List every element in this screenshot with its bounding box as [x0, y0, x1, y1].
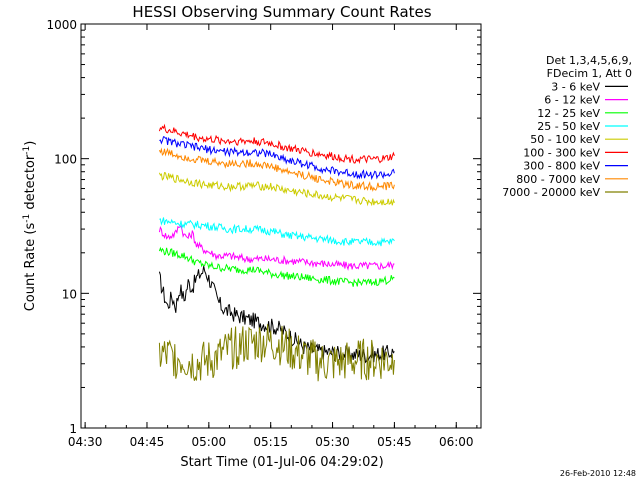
legend-entry-label: 3 - 6 keV: [551, 80, 600, 93]
legend-header: Det 1,3,4,5,6,9,: [546, 54, 632, 67]
y-axis-label: Count Rate (s-1 detector-1): [22, 141, 38, 312]
legend-entry-label: 6 - 12 keV: [544, 94, 600, 107]
x-tick-label: 06:00: [439, 435, 474, 449]
y-tick-label: 1000: [46, 18, 77, 32]
y-tick-label: 10: [62, 287, 77, 301]
y-tick-label: 1: [69, 422, 77, 436]
x-tick-label: 05:15: [253, 435, 288, 449]
series-line-7: [158, 147, 395, 192]
series-line-4: [158, 171, 395, 207]
series-line-1: [158, 225, 395, 271]
x-axis-label: Start Time (01-Jul-06 04:29:02): [180, 455, 383, 470]
legend-entry-label: 50 - 100 keV: [530, 133, 600, 146]
y-tick-label: 100: [54, 153, 77, 167]
legend-entry-label: 12 - 25 keV: [537, 107, 600, 120]
chart-title: HESSI Observing Summary Count Rates: [132, 3, 431, 21]
series-line-0: [158, 265, 395, 364]
series-line-3: [159, 217, 395, 247]
legend-entry-label: 100 - 300 keV: [523, 146, 600, 159]
legend-entry-label: 7000 - 20000 keV: [502, 186, 600, 199]
series-line-6: [159, 136, 395, 181]
x-tick-label: 05:30: [315, 435, 350, 449]
series-line-2: [158, 246, 395, 287]
legend-entry-label: 300 - 800 keV: [523, 160, 600, 173]
x-tick-label: 04:45: [130, 435, 165, 449]
series-line-8: [158, 324, 395, 382]
series-line-5: [158, 123, 395, 164]
x-tick-label: 04:30: [68, 435, 103, 449]
x-tick-label: 05:45: [377, 435, 412, 449]
legend-entry-label: 25 - 50 keV: [537, 120, 600, 133]
plot-frame: [80, 23, 482, 429]
timestamp: 26-Feb-2010 12:48: [560, 469, 636, 478]
x-tick-label: 05:00: [192, 435, 227, 449]
legend-entry-label: 800 - 7000 keV: [516, 173, 600, 186]
legend-header: FDecim 1, Att 0: [547, 67, 632, 80]
